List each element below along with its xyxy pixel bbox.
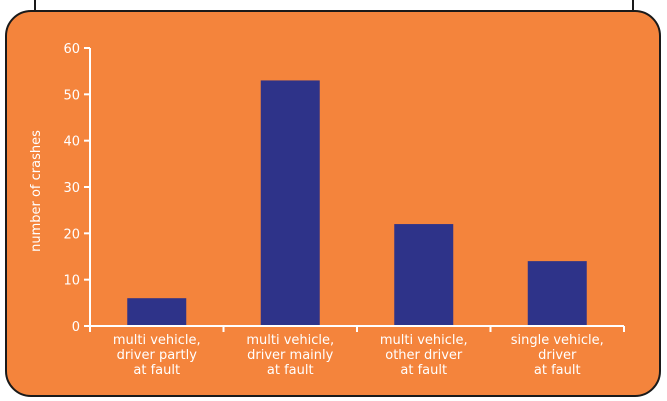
x-category-label-1: multi vehicle, driver partly at fault — [113, 333, 201, 378]
y-tick-label-20: 20 — [63, 227, 80, 242]
y-tick-label-60: 60 — [63, 42, 80, 57]
x-category-label-3: multi vehicle, other driver at fault — [380, 333, 468, 378]
chart-panel — [5, 10, 661, 397]
bar-4 — [527, 261, 587, 326]
bar-3 — [394, 224, 454, 326]
y-tick-label-50: 50 — [63, 88, 80, 103]
x-category-label-4: single vehicle, driver at fault — [511, 333, 604, 378]
y-tick-label-40: 40 — [63, 135, 80, 150]
y-tick-label-10: 10 — [63, 274, 80, 289]
bar-1 — [127, 298, 187, 326]
y-tick-label-0: 0 — [72, 320, 80, 335]
y-axis-title: number of crashes — [29, 130, 44, 252]
y-tick-label-30: 30 — [63, 181, 80, 196]
bar-2 — [260, 80, 320, 326]
x-category-label-2: multi vehicle, driver mainly at fault — [246, 333, 334, 378]
